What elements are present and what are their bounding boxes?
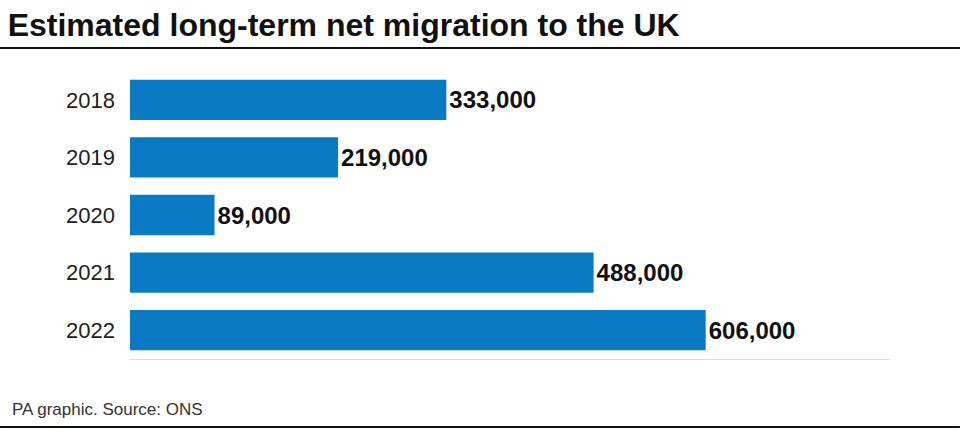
- svg-text:2018: 2018: [66, 88, 115, 113]
- svg-text:2021: 2021: [66, 260, 115, 285]
- svg-text:89,000: 89,000: [218, 202, 291, 229]
- svg-text:2022: 2022: [66, 318, 115, 343]
- svg-text:2020: 2020: [66, 203, 115, 228]
- svg-text:333,000: 333,000: [449, 86, 536, 113]
- svg-text:219,000: 219,000: [341, 144, 428, 171]
- svg-text:PA graphic. Source: ONS: PA graphic. Source: ONS: [12, 400, 203, 419]
- svg-text:606,000: 606,000: [709, 317, 796, 344]
- svg-text:2019: 2019: [66, 145, 115, 170]
- svg-text:Estimated long-term net migrat: Estimated long-term net migration to the…: [8, 7, 680, 43]
- svg-text:488,000: 488,000: [597, 259, 684, 286]
